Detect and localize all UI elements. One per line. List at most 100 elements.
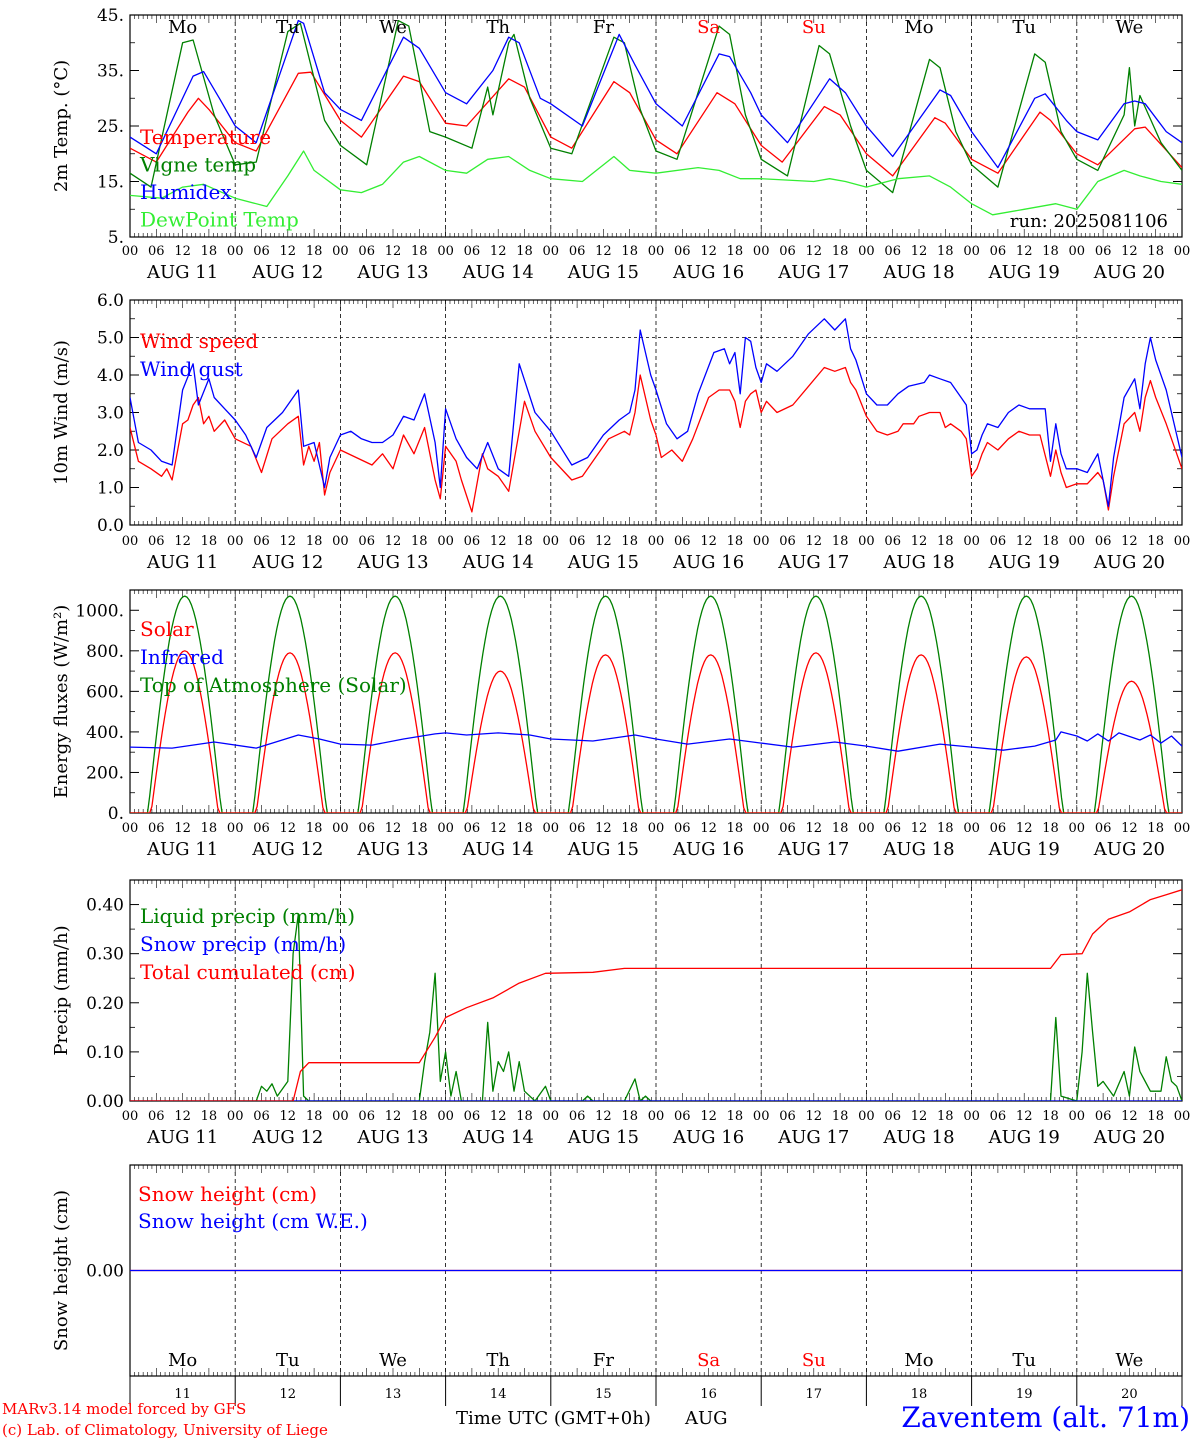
hour-tick-label: 06 [253, 1109, 270, 1124]
hour-tick-label: 12 [806, 1109, 823, 1124]
hour-tick-label: 00 [437, 244, 454, 259]
date-label: AUG 15 [567, 552, 639, 573]
hour-tick-label: 06 [464, 534, 481, 549]
hour-tick-label: 06 [148, 244, 165, 259]
hour-tick-label: 00 [858, 534, 875, 549]
y-tick-label: 3.0 [97, 404, 124, 424]
hour-tick-label: 06 [569, 821, 586, 836]
hour-tick-label: 00 [543, 244, 560, 259]
date-label: AUG 11 [146, 839, 218, 860]
hour-tick-label: 18 [411, 534, 428, 549]
day-number-label: 18 [911, 1387, 928, 1402]
hour-tick-label: 06 [148, 1109, 165, 1124]
hour-tick-label: 00 [963, 534, 980, 549]
hour-tick-label: 18 [1147, 1109, 1164, 1124]
hour-tick-label: 12 [1016, 821, 1033, 836]
hour-tick-label: 06 [358, 821, 375, 836]
y-tick-label: 1.0 [97, 479, 124, 499]
hour-tick-label: 00 [543, 1109, 560, 1124]
hour-tick-label: 18 [1042, 821, 1059, 836]
hour-tick-label: 06 [884, 1109, 901, 1124]
date-label: AUG 13 [356, 839, 428, 860]
series-line-total-cumulated-cm- [130, 889, 1182, 1101]
hour-tick-label: 00 [648, 244, 665, 259]
panel-energy: 0. 200. 400. 600. 800. 1000.Energy fluxes (W/… [51, 589, 1190, 860]
hour-tick-label: 18 [201, 821, 218, 836]
hour-tick-label: 12 [385, 1109, 402, 1124]
date-label: AUG 17 [777, 262, 849, 283]
hour-tick-label: 12 [806, 821, 823, 836]
legend-entry: Infrared [140, 645, 224, 669]
date-label: AUG 15 [567, 262, 639, 283]
y-tick-label: 6.0 [97, 291, 124, 311]
legend-entry: Liquid precip (mm/h) [140, 904, 355, 928]
hour-tick-label: 18 [201, 244, 218, 259]
date-label: AUG 13 [356, 262, 428, 283]
hour-tick-label: 12 [911, 534, 928, 549]
hour-tick-label: 18 [1042, 534, 1059, 549]
hour-tick-label: 12 [385, 534, 402, 549]
hour-tick-label: 00 [332, 1109, 349, 1124]
date-label: AUG 16 [672, 1127, 744, 1148]
hour-tick-label: 18 [621, 244, 638, 259]
hour-tick-label: 12 [595, 244, 612, 259]
series-line-wind-speed [130, 366, 1182, 513]
hour-tick-label: 00 [753, 534, 770, 549]
hour-tick-label: 06 [253, 244, 270, 259]
date-label: AUG 17 [777, 839, 849, 860]
y-tick-label: 35. [97, 62, 124, 82]
hour-tick-label: 18 [516, 821, 533, 836]
hour-tick-label: 18 [516, 244, 533, 259]
series-group [130, 595, 1182, 813]
legend-entry: Wind gust [140, 357, 243, 381]
y-tick-label: 4.0 [97, 366, 124, 386]
hour-tick-label: 18 [306, 821, 323, 836]
hour-tick-label: 06 [990, 244, 1007, 259]
legend-entry: Humidex [140, 180, 232, 204]
y-tick-label: 200. [86, 763, 124, 783]
hour-tick-label: 00 [753, 244, 770, 259]
hour-tick-label: 12 [1121, 821, 1138, 836]
date-label: AUG 14 [462, 1127, 534, 1148]
date-label: AUG 19 [988, 1127, 1060, 1148]
weekday-label: Fr [593, 17, 614, 38]
hour-tick-label: 12 [700, 1109, 717, 1124]
legend-entry: Top of Atmosphere (Solar) [140, 673, 407, 697]
hour-tick-label: 00 [543, 534, 560, 549]
weekday-label: Mo [168, 17, 197, 38]
weekday-label: We [379, 17, 407, 38]
panel-precip: 0.00 0.10 0.20 0.30 0.40 Precip (mm/h) Liquid … [51, 879, 1190, 1148]
y-tick-label: 25. [97, 117, 124, 137]
plot-frame [129, 14, 1183, 238]
y-axis-label: 2m Temp. (°C) [51, 60, 72, 192]
day-number-label: 19 [1016, 1387, 1033, 1402]
hour-tick-label: 00 [437, 534, 454, 549]
hour-tick-label: 18 [1147, 534, 1164, 549]
hour-tick-label: 06 [884, 244, 901, 259]
y-tick-label: 800. [86, 642, 124, 662]
hour-tick-label: 00 [437, 821, 454, 836]
hour-tick-label: 06 [464, 1109, 481, 1124]
hour-tick-label: 18 [306, 244, 323, 259]
weekday-label: We [1116, 1350, 1144, 1371]
hour-tick-label: 00 [332, 821, 349, 836]
hour-tick-label: 18 [411, 1109, 428, 1124]
hour-tick-label: 18 [937, 821, 954, 836]
weekday-label: We [379, 1350, 407, 1371]
date-label: AUG 11 [146, 262, 218, 283]
date-label: AUG 11 [146, 552, 218, 573]
hour-tick-label: 00 [753, 1109, 770, 1124]
weekday-label: Th [486, 17, 510, 38]
hour-tick-label: 00 [122, 1109, 139, 1124]
hour-tick-label: 06 [253, 534, 270, 549]
series-line-top-of-atmosphere-solar- [130, 595, 1182, 813]
hour-tick-label: 06 [464, 821, 481, 836]
hour-tick-label: 12 [1016, 1109, 1033, 1124]
hour-tick-label: 12 [280, 1109, 297, 1124]
hour-tick-label: 18 [516, 534, 533, 549]
y-tick-label: 0.0 [97, 516, 124, 536]
hour-tick-label: 00 [963, 821, 980, 836]
hour-tick-label: 06 [779, 534, 796, 549]
date-label: AUG 15 [567, 839, 639, 860]
date-label: AUG 18 [882, 262, 954, 283]
